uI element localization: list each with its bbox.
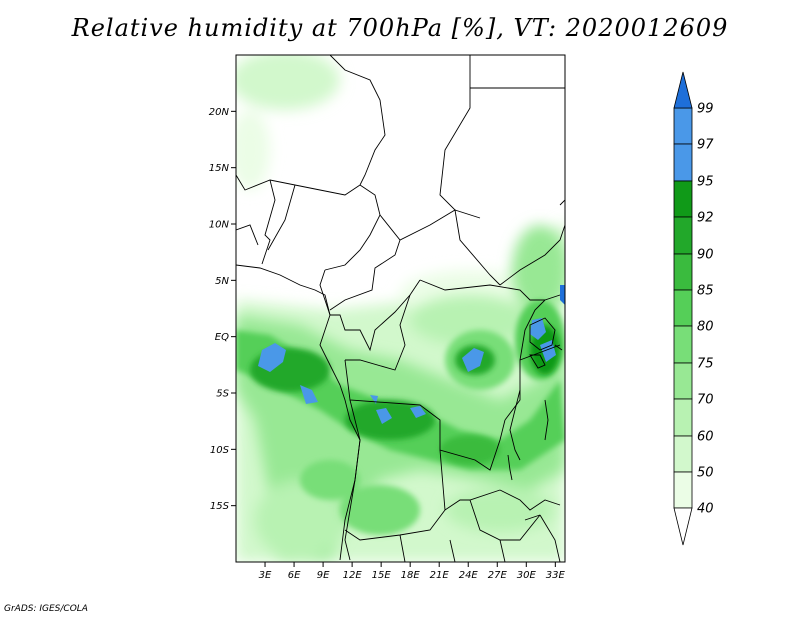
colorbar-level-label: 97 [697,138,714,153]
lon-tick-label: 27E [488,570,508,581]
colorbar-level-label: 80 [697,320,714,335]
colorbar-segment [673,362,693,400]
lat-tick-label: 20N [209,107,230,118]
colorbar-level-label: 60 [697,430,714,445]
country-borders [236,55,565,562]
colorbar-top-arrow [673,71,693,109]
lon-tick-label: 3E [259,570,272,581]
lat-tick-label: 15S [210,501,230,512]
plot-frame [235,54,566,563]
colorbar-level-label: 99 [697,102,714,117]
colorbar-level-label: 92 [697,211,714,226]
colorbar-segment [673,180,693,218]
longitude-axis: 3E 6E 9E 12E 15E 18E 21E 24E 27E 30E 33E [259,562,566,581]
colorbar-segment [673,325,693,364]
lon-tick-label: 12E [343,570,363,581]
lat-tick-label: 10N [209,220,230,231]
lon-tick-label: 21E [430,570,450,581]
lat-tick-label: 15N [209,163,230,174]
latitude-axis: 20N 15N 10N 5N EQ 5S 10S 15S [209,107,236,512]
colorbar-level-label: 90 [697,248,714,263]
lon-tick-label: 9E [317,570,330,581]
colorbar-level-label: 75 [697,357,714,372]
colorbar-segment [673,253,693,291]
colorbar-segment [673,435,693,473]
grads-credit: GrADS: IGES/COLA [4,604,88,614]
lat-tick-label: EQ [215,332,229,343]
colorbar-level-label: 70 [697,393,714,408]
colorbar-segment [673,398,693,437]
lon-tick-label: 30E [517,570,537,581]
colorbar-level-label: 95 [697,175,714,190]
lon-tick-label: 24E [459,570,479,581]
lat-tick-label: 5N [215,276,229,287]
lat-tick-label: 10S [210,445,230,456]
lon-tick-label: 18E [401,570,421,581]
colorbar-segment [673,143,693,182]
colorbar-level-label: 50 [697,466,714,481]
colorbar-segment [673,471,693,509]
colorbar-level-label: 85 [697,284,714,299]
colorbar-segment [673,216,693,255]
lat-tick-label: 5S [216,389,229,400]
map-title: Relative humidity at 700hPa [%], VT: 202… [71,14,729,42]
rh-above-95-cells [258,285,565,424]
humidity-field [236,55,565,562]
colorbar-bottom-arrow [673,507,693,546]
lon-tick-label: 6E [288,570,301,581]
colorbar-segment [673,289,693,327]
colorbar-segment [673,107,693,145]
lon-tick-label: 33E [546,570,566,581]
lon-tick-label: 15E [372,570,392,581]
colorbar-level-label: 40 [697,502,714,517]
colorbar: 99 97 95 92 90 85 80 75 70 60 50 40 [673,71,714,546]
